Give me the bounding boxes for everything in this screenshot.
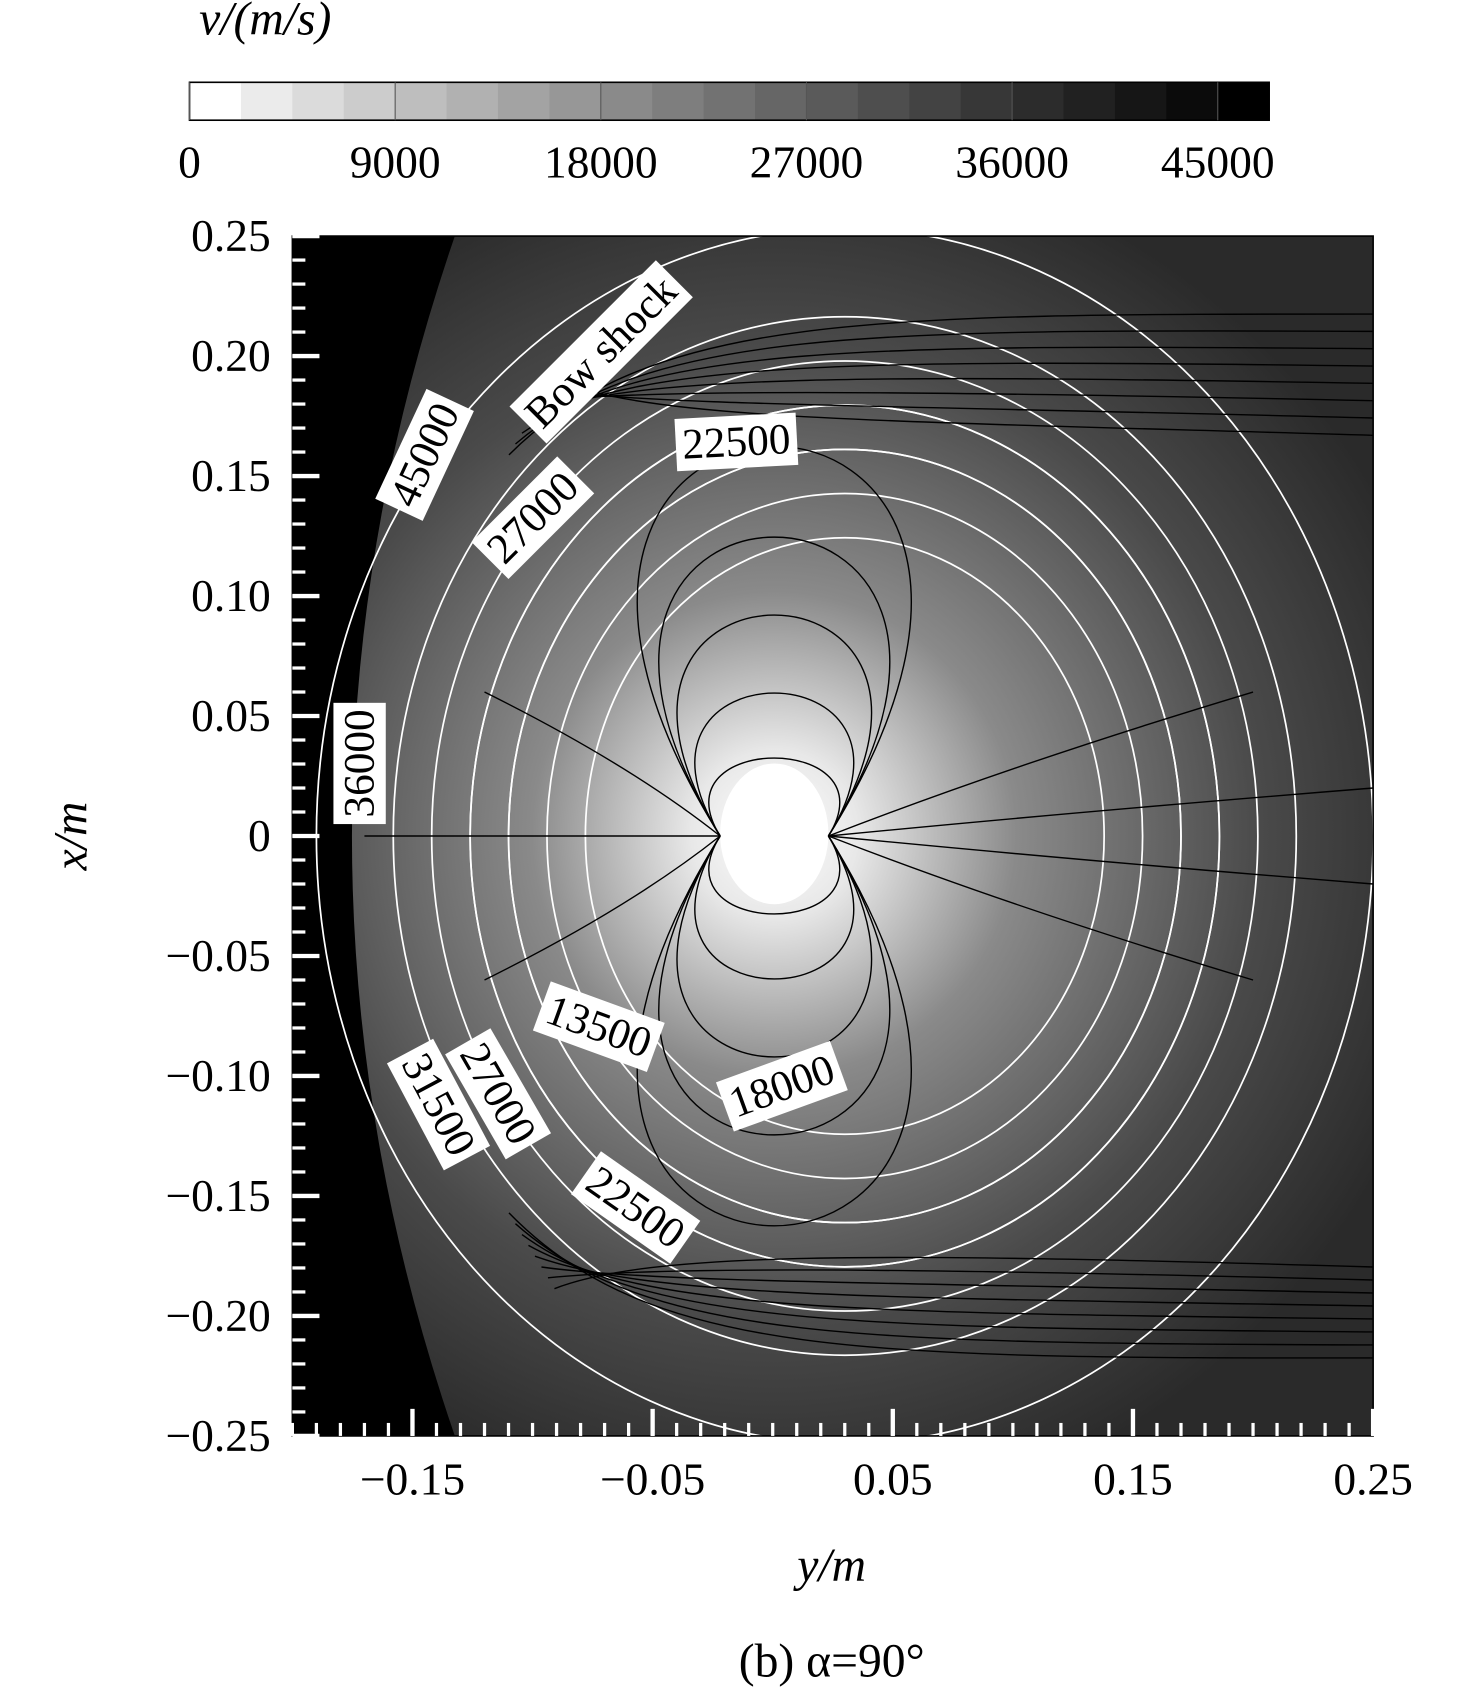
colorbar-tick-label: 9000 <box>350 137 441 188</box>
colorbar-band <box>909 82 962 121</box>
contour-label-box <box>333 702 386 825</box>
colorbar-band <box>755 82 807 121</box>
x-tick-label: −0.05 <box>600 1453 705 1504</box>
contour-label: 36000 <box>333 702 386 825</box>
colorbar-band <box>549 82 602 121</box>
streamline <box>547 389 1374 419</box>
colorbar-band <box>446 82 499 121</box>
streamline <box>484 835 721 981</box>
streamline <box>676 614 873 837</box>
contour-label-box <box>375 388 474 521</box>
x-tick-label: 0.05 <box>853 1453 933 1504</box>
contour-label-box <box>445 1028 552 1160</box>
colorbar-band <box>497 82 550 121</box>
colorbar-band <box>1063 82 1116 121</box>
contour-label-box <box>532 981 665 1072</box>
x-axis-label: y/m <box>793 1540 866 1592</box>
colorbar-band <box>1166 82 1219 121</box>
caption: (b) α=90° <box>739 1635 925 1687</box>
streamline <box>541 1266 1374 1294</box>
colorbar-tick-label: 27000 <box>750 137 864 188</box>
colorbar-band <box>189 82 242 121</box>
colorbar-band <box>600 82 653 121</box>
colorbar-band <box>1012 82 1065 121</box>
contour-label: 22500 <box>681 415 792 469</box>
streamline <box>658 536 891 837</box>
streamline <box>828 835 1254 981</box>
streamline <box>547 1269 1374 1281</box>
y-tick-label: 0.10 <box>191 570 271 621</box>
streamline <box>708 835 841 915</box>
body <box>720 763 829 905</box>
colorbar-band <box>292 82 345 121</box>
streamline <box>508 1212 1374 1359</box>
colorbar-band <box>806 82 859 121</box>
colorbar-band <box>652 82 705 121</box>
colorbar-band <box>240 82 293 121</box>
streamline <box>534 1255 1374 1307</box>
y-tick-label: 0.05 <box>191 690 271 741</box>
colorbar-band <box>1217 82 1270 121</box>
contour-label-box <box>674 412 799 472</box>
contour-label-box <box>715 1040 848 1132</box>
contour-label-box <box>570 1151 701 1264</box>
colorbar-band <box>703 82 756 121</box>
streamline <box>554 378 1374 437</box>
x-tick-label: −0.15 <box>360 1453 465 1504</box>
y-tick-label: 0.15 <box>191 450 271 501</box>
streamline <box>541 391 1374 402</box>
annotation-box <box>509 260 693 444</box>
streamline <box>828 691 1254 837</box>
colorbar-band <box>960 82 1013 121</box>
y-tick-label: −0.20 <box>166 1290 271 1341</box>
x-tick-label: 0.25 <box>1333 1453 1413 1504</box>
contour-label-box <box>386 1038 491 1171</box>
streamline <box>828 835 1374 885</box>
y-tick-label: −0.10 <box>166 1050 271 1101</box>
streamline <box>658 835 891 1136</box>
colorbar-band <box>1114 82 1167 121</box>
streamline <box>676 835 873 1058</box>
colorbar-band <box>857 82 910 121</box>
y-tick-label: −0.15 <box>166 1170 271 1221</box>
streamline <box>694 692 855 837</box>
y-tick-label: 0.25 <box>191 210 271 261</box>
colorbar-band <box>395 82 448 121</box>
y-tick-label: −0.05 <box>166 930 271 981</box>
colorbar-band <box>343 82 396 121</box>
x-tick-label: 0.15 <box>1093 1453 1173 1504</box>
streamline <box>708 757 841 837</box>
colorbar-title: v/(m/s) <box>199 0 331 46</box>
y-tick-label: 0.20 <box>191 330 271 381</box>
colorbar-tick-label: 18000 <box>544 137 658 188</box>
contour-label-box <box>471 456 595 580</box>
contour-label: 22500 <box>674 412 799 472</box>
streamline <box>694 835 855 980</box>
colorbar-tick-label: 0 <box>178 137 201 188</box>
colorbar-tick-label: 36000 <box>955 137 1069 188</box>
streamline <box>484 691 721 837</box>
streamline <box>554 1256 1374 1290</box>
y-tick-label: 0 <box>248 810 271 861</box>
y-tick-label: −0.25 <box>166 1410 271 1461</box>
shock-region <box>292 236 455 1436</box>
colorbar-tick-label: 45000 <box>1161 137 1275 188</box>
contour-label: 36000 <box>336 709 384 817</box>
streamline <box>828 787 1374 837</box>
y-axis-label: x/m <box>46 802 98 872</box>
